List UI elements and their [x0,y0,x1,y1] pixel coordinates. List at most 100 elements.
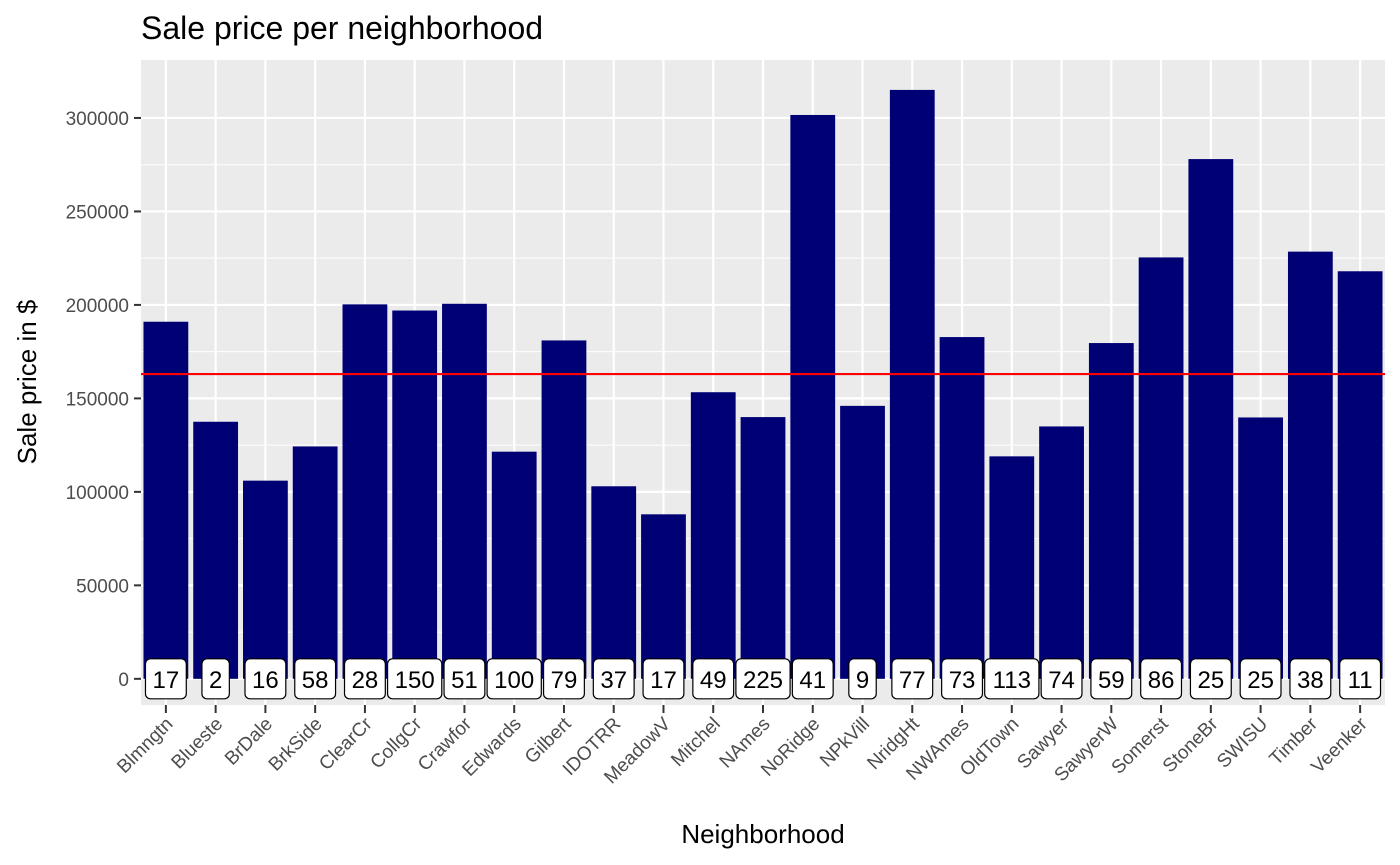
count-label-text: 100 [494,667,534,694]
count-label: 16 [244,658,287,700]
count-label: 28 [343,658,386,700]
count-label-box [642,658,685,700]
count-label-box [343,658,386,700]
bar-edwards [491,451,537,679]
bar-crawfor [442,303,487,679]
count-label-box [692,658,735,700]
count-label-box [201,658,230,700]
count-label-text: 37 [600,667,627,694]
x-tick-label-stonebr: StoneBr [1159,713,1223,777]
count-label-box [1239,658,1282,700]
count-label: 58 [294,658,337,700]
count-label-text: 2 [209,667,222,694]
bar-swisu [1238,417,1283,679]
count-label-text: 59 [1098,667,1125,694]
bar-timber [1287,251,1333,679]
count-label: 225 [735,658,791,700]
count-label: 49 [692,658,735,700]
count-label-box [486,658,542,700]
x-tick-label-brkside: BrkSide [265,714,327,776]
bar-stonebr [1188,159,1234,679]
x-tick-label-blueste: Blueste [168,714,228,774]
bar-idotrr [591,486,637,679]
count-label: 37 [592,658,635,700]
x-tick-label-mitchel: Mitchel [667,714,724,771]
count-label-text: 38 [1297,667,1324,694]
y-axis: 0 50000 100000 150000 200000 250000 300000 [66,109,141,691]
count-label-box [144,658,187,700]
count-label-box [891,658,934,700]
count-label: 11 [1339,658,1382,700]
bar-npkvill [840,405,885,679]
count-label-box [386,658,443,700]
bar-oldtown [989,456,1035,679]
y-tick-label: 150000 [66,389,129,410]
count-label: 113 [984,658,1040,700]
count-label-text: 9 [856,667,869,694]
x-axis-title: Neighborhood [681,819,844,849]
count-label: 150 [386,658,443,700]
bar-blueste [193,421,239,679]
bars [143,89,1383,679]
bar-nwames [939,337,985,679]
count-label: 100 [486,658,542,700]
count-label-box [984,658,1040,700]
count-label-text: 58 [302,667,329,694]
count-label: 9 [848,658,877,700]
count-labels: 17 2 16 58 28 150 51 100 79 37 17 49 225 41 9 77 73 113 74… [144,658,1382,700]
count-label-text: 17 [153,667,180,694]
y-axis-title: Sale price in $ [12,299,42,464]
bar-sawyer [1039,426,1084,679]
count-label-box [1289,658,1332,700]
count-label-text: 28 [352,667,379,694]
bar-nridght [889,89,935,679]
count-label-box [735,658,791,700]
count-label: 59 [1090,658,1133,700]
bar-gilbert [541,340,587,679]
count-label-text: 25 [1197,667,1224,694]
count-label-box [791,658,834,700]
count-label-box [1040,658,1083,700]
x-tick-label-npkvill: NPkVill [816,714,874,772]
chart-title: Sale price per neighborhood [141,10,543,46]
count-label-text: 17 [650,667,677,694]
count-label-text: 225 [743,667,783,694]
count-label-text: 77 [899,667,926,694]
bar-veenker [1337,271,1383,679]
y-tick-label: 300000 [66,109,129,130]
bar-noridge [790,114,836,679]
count-label-text: 49 [700,667,727,694]
count-label-box [592,658,635,700]
bar-brkside [292,446,338,679]
count-label: 17 [642,658,685,700]
y-tick-label: 0 [118,670,129,691]
count-label-text: 16 [252,667,279,694]
x-tick-label-veenker: Veenker [1307,713,1372,778]
count-label-box [1140,658,1183,700]
count-label-text: 51 [451,667,478,694]
count-label: 41 [791,658,834,700]
x-tick-label-clearcr: ClearCr [315,713,377,775]
count-label: 17 [144,658,187,700]
y-tick-label: 250000 [66,202,129,223]
x-axis: BlmngtnBluesteBrDaleBrkSideClearCrCollgC… [113,705,1372,788]
count-label-box [941,658,984,700]
count-label-text: 86 [1148,667,1175,694]
count-label: 79 [542,658,585,700]
count-label: 25 [1239,658,1282,700]
count-label-text: 150 [395,667,435,694]
count-label-box [294,658,337,700]
y-tick-label: 50000 [76,576,129,597]
count-label: 38 [1289,658,1332,700]
count-label-text: 113 [993,667,1031,694]
bar-brdale [243,480,288,679]
count-label-text: 74 [1048,667,1075,694]
count-label-text: 25 [1247,667,1274,694]
count-label: 74 [1040,658,1083,700]
count-label-box [542,658,585,700]
y-tick-label: 100000 [66,483,129,504]
bar-collgcr [392,310,438,679]
count-label-box [1189,658,1232,700]
